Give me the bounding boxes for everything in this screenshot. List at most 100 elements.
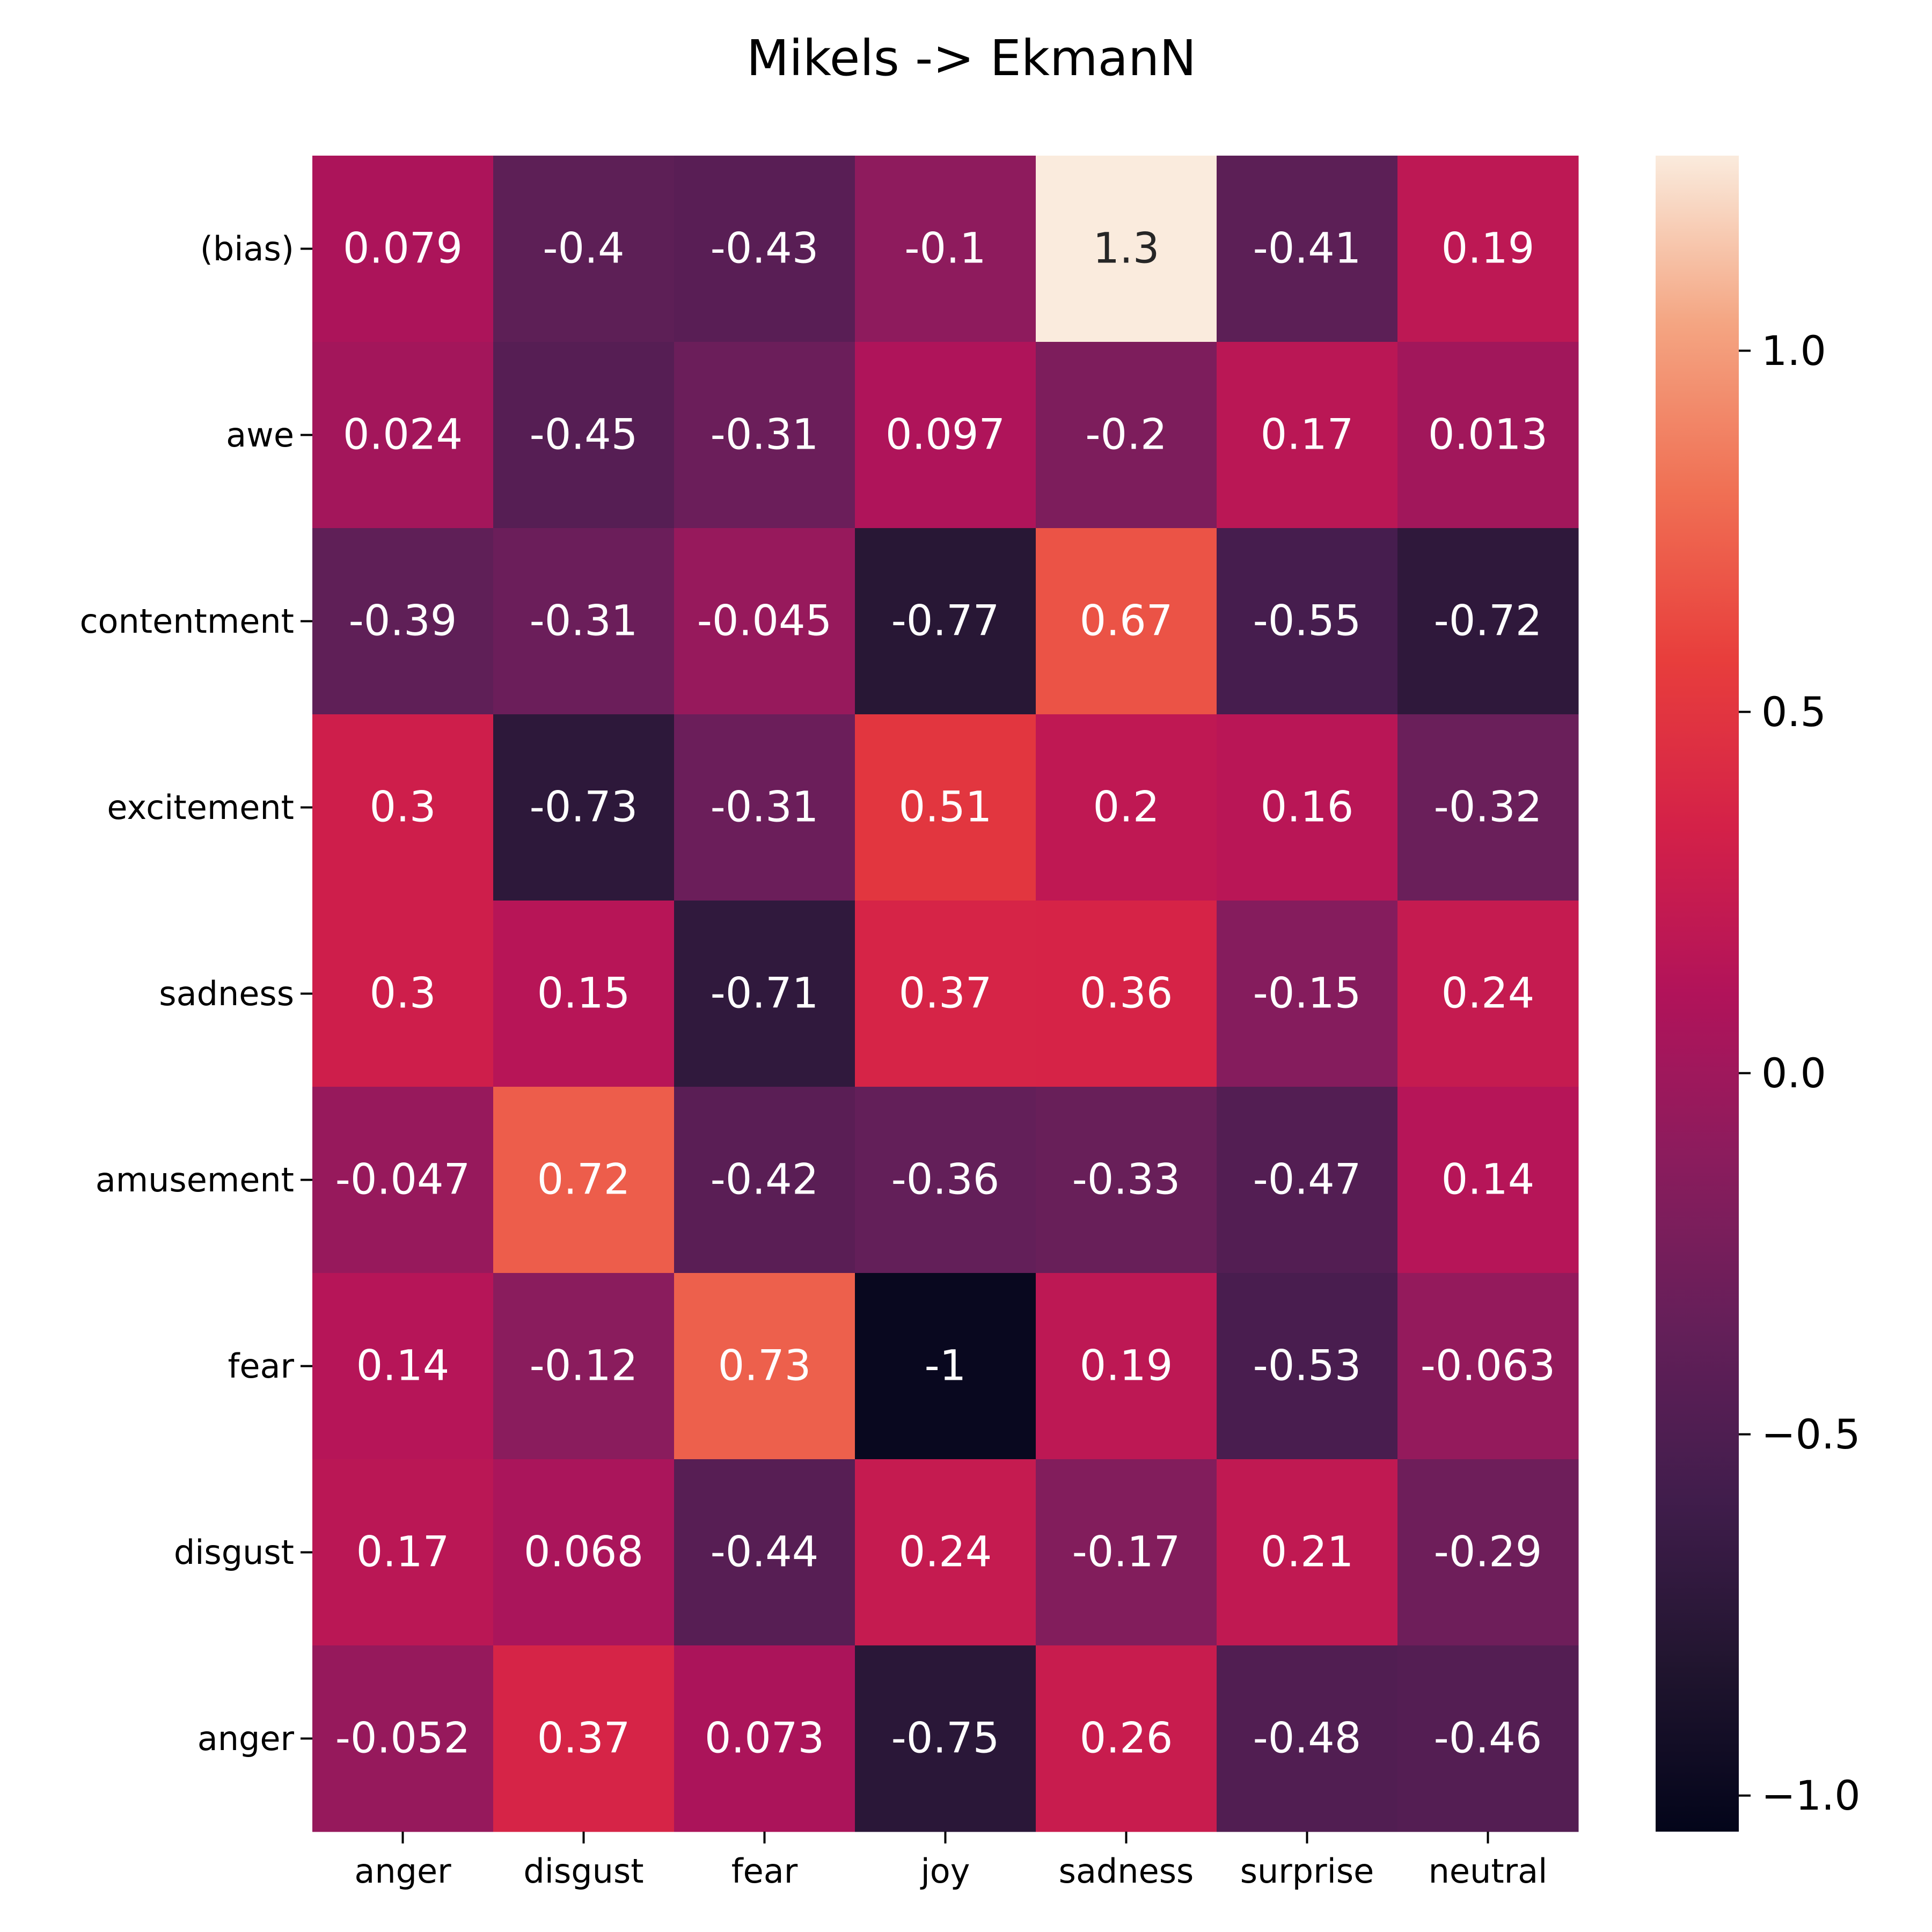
cell-value-label: 0.024: [343, 411, 463, 459]
y-tick-label: sadness: [159, 974, 294, 1013]
heatmap-cell: [1036, 156, 1217, 342]
heatmap-cell: [1036, 714, 1217, 901]
cell-value-label: -0.53: [1253, 1342, 1362, 1391]
heatmap-cell: [1036, 1459, 1217, 1646]
heatmap-cell: [312, 1645, 494, 1832]
cell-value-label: -0.052: [335, 1715, 470, 1763]
cell-value-label: 0.26: [1080, 1715, 1173, 1763]
cell-value-label: -0.44: [711, 1528, 819, 1577]
cell-value-label: 0.013: [1428, 411, 1548, 459]
cell-value-label: 0.079: [343, 225, 463, 273]
cell-value-label: -0.063: [1421, 1342, 1555, 1391]
cell-value-label: -0.2: [1085, 411, 1167, 459]
x-tick-label: fear: [731, 1851, 798, 1891]
colorbar-tick-label: −1.0: [1761, 1772, 1861, 1819]
colorbar-tick-label: 0.0: [1761, 1049, 1826, 1097]
heatmap-cell: [312, 528, 494, 715]
heatmap-cell: [312, 342, 494, 529]
heatmap-cell: [855, 714, 1036, 901]
y-axis: (bias) awe contentment excitement sadness amu…: [79, 229, 312, 1758]
x-tick-label: neutral: [1429, 1851, 1548, 1891]
cell-value-label: -0.32: [1434, 784, 1542, 832]
cell-value-label: 0.24: [899, 1528, 992, 1577]
heatmap-cell: [1036, 528, 1217, 715]
heatmap-cell: [1217, 1459, 1398, 1646]
cell-value-label: -0.31: [711, 784, 819, 832]
heatmap-cell: [493, 1273, 675, 1460]
heatmap-cell: [674, 342, 855, 529]
cell-value-label: -0.31: [530, 597, 638, 646]
cell-value-label: 0.72: [537, 1156, 631, 1204]
cell-value-label: 0.19: [1080, 1342, 1173, 1391]
cell-value-label: 0.097: [885, 411, 1005, 459]
cell-value-label: 0.2: [1093, 784, 1159, 832]
cell-value-label: -0.72: [1434, 597, 1542, 646]
cell-value-label: -0.4: [543, 225, 624, 273]
x-tick-label: sadness: [1059, 1851, 1194, 1891]
heatmap-cell: [674, 1087, 855, 1274]
heatmap-cell: [312, 1087, 494, 1274]
heatmap-cell: [493, 1645, 675, 1832]
cell-value-label: -0.48: [1253, 1715, 1362, 1763]
cell-value-label: 0.37: [899, 970, 992, 1018]
heatmap-cell: [1217, 528, 1398, 715]
heatmap-cell: [1397, 1459, 1579, 1646]
cell-value-labels: 0.079 -0.4 -0.43 -0.1 1.3 -0.41 0.19 0.024 -0.45…: [335, 225, 1555, 1763]
y-tick-label: (bias): [200, 229, 294, 268]
heatmap-cell: [312, 1459, 494, 1646]
cell-value-label: -0.15: [1253, 970, 1362, 1018]
x-axis: anger disgust fear joy sadness surprise neutra…: [354, 1832, 1547, 1891]
cell-value-label: -0.47: [1253, 1156, 1362, 1204]
colorbar: 1.0 0.5 0.0 −0.5 −1.0: [1656, 156, 1861, 1832]
cell-value-label: -0.71: [711, 970, 819, 1018]
y-tick-label: amusement: [96, 1160, 294, 1199]
heatmap-cell: [1397, 342, 1579, 529]
cell-value-label: 0.17: [1261, 411, 1354, 459]
cell-value-label: 0.3: [369, 970, 436, 1018]
heatmap-cell: [1397, 714, 1579, 901]
heatmap-cell: [312, 714, 494, 901]
heatmap-cell: [1397, 528, 1579, 715]
heatmap-cell: [674, 156, 855, 342]
heatmap-cell: [493, 901, 675, 1087]
cell-value-label: 0.17: [356, 1528, 450, 1577]
cell-value-label: 0.19: [1441, 225, 1535, 273]
y-tick-label: disgust: [174, 1533, 294, 1572]
cell-value-label: 0.24: [1441, 970, 1535, 1018]
cell-value-label: 0.51: [899, 784, 992, 832]
y-tick-label: excitement: [107, 788, 294, 827]
heatmap-cell: [493, 1459, 675, 1646]
cell-value-label: -0.39: [349, 597, 457, 646]
colorbar-tick-label: −0.5: [1761, 1410, 1861, 1458]
cell-value-label: 0.73: [718, 1342, 811, 1391]
cell-value-label: -0.36: [891, 1156, 1000, 1204]
heatmap-cell: [1217, 1645, 1398, 1832]
cell-value-label: 0.36: [1080, 970, 1173, 1018]
heatmap-cell: [1217, 156, 1398, 342]
heatmap-cell: [674, 1459, 855, 1646]
y-tick-label: fear: [228, 1346, 295, 1386]
heatmap-cell: [1217, 1273, 1398, 1460]
heatmap-cell: [855, 156, 1036, 342]
cell-value-label: 0.37: [537, 1715, 631, 1763]
heatmap-cell: [1397, 901, 1579, 1087]
cell-value-label: -0.047: [335, 1156, 470, 1204]
cell-value-label: -0.045: [697, 597, 832, 646]
cell-value-label: 0.15: [537, 970, 631, 1018]
cell-value-label: 0.21: [1261, 1528, 1354, 1577]
heatmap-cell: [674, 1273, 855, 1460]
x-tick-label: surprise: [1240, 1851, 1374, 1891]
heatmap-cell: [674, 901, 855, 1087]
colorbar-tick-label: 1.0: [1761, 327, 1826, 375]
x-tick-label: anger: [354, 1851, 451, 1891]
cell-value-label: 0.14: [1441, 1156, 1535, 1204]
heatmap-cell: [493, 1087, 675, 1274]
cell-value-label: -0.45: [530, 411, 638, 459]
y-tick-label: awe: [226, 415, 294, 455]
heatmap-cell: [674, 1645, 855, 1832]
heatmap-cell: [1036, 901, 1217, 1087]
cell-value-label: 0.14: [356, 1342, 450, 1391]
heatmap-cell: [312, 901, 494, 1087]
heatmap-cell: [493, 156, 675, 342]
heatmap-cell: [312, 1273, 494, 1460]
